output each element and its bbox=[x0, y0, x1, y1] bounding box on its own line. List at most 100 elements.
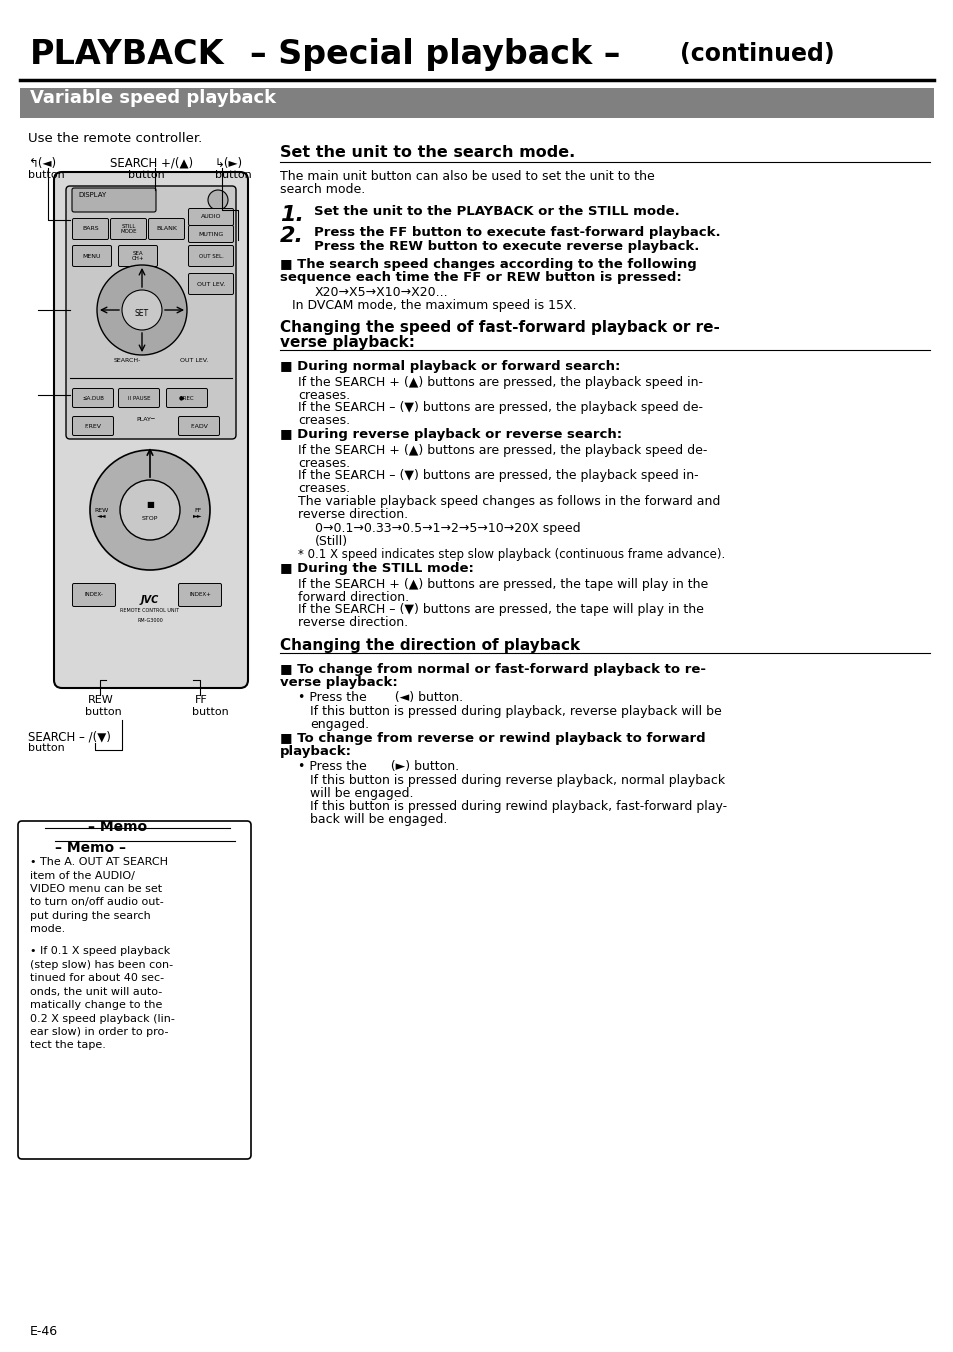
Text: In DVCAM mode, the maximum speed is 15X.: In DVCAM mode, the maximum speed is 15X. bbox=[292, 299, 576, 312]
FancyBboxPatch shape bbox=[72, 584, 115, 607]
Text: creases.: creases. bbox=[297, 457, 350, 470]
Text: SEARCH-: SEARCH- bbox=[113, 358, 141, 362]
Text: button: button bbox=[28, 170, 65, 180]
Text: REW
◄◄: REW ◄◄ bbox=[94, 507, 109, 518]
Text: VIDEO menu can be set: VIDEO menu can be set bbox=[30, 884, 162, 894]
Text: * 0.1 X speed indicates step slow playback (continuous frame advance).: * 0.1 X speed indicates step slow playba… bbox=[297, 548, 724, 561]
Text: (continued): (continued) bbox=[679, 42, 834, 66]
Text: ↰(◄): ↰(◄) bbox=[28, 157, 56, 170]
Text: OUT SEL.: OUT SEL. bbox=[198, 254, 223, 258]
Text: If the SEARCH + (▲) buttons are pressed, the playback speed in-: If the SEARCH + (▲) buttons are pressed,… bbox=[297, 376, 702, 389]
Text: AUDIO: AUDIO bbox=[200, 215, 221, 219]
Circle shape bbox=[97, 265, 187, 356]
Text: Set the unit to the search mode.: Set the unit to the search mode. bbox=[280, 145, 575, 160]
FancyBboxPatch shape bbox=[72, 219, 109, 239]
FancyBboxPatch shape bbox=[178, 584, 221, 607]
FancyBboxPatch shape bbox=[189, 208, 233, 226]
FancyBboxPatch shape bbox=[71, 188, 156, 212]
FancyBboxPatch shape bbox=[118, 388, 159, 407]
Text: (Still): (Still) bbox=[314, 535, 348, 548]
Text: SEARCH +/(▲): SEARCH +/(▲) bbox=[110, 157, 193, 170]
Text: Changing the direction of playback: Changing the direction of playback bbox=[280, 638, 579, 653]
Text: button: button bbox=[214, 170, 252, 180]
FancyBboxPatch shape bbox=[118, 246, 157, 266]
Text: F.ADV: F.ADV bbox=[190, 423, 208, 429]
Text: verse playback:: verse playback: bbox=[280, 335, 415, 350]
FancyBboxPatch shape bbox=[189, 226, 233, 242]
Text: REMOTE CONTROL UNIT: REMOTE CONTROL UNIT bbox=[120, 608, 179, 612]
Text: onds, the unit will auto-: onds, the unit will auto- bbox=[30, 987, 162, 996]
Text: back will be engaged.: back will be engaged. bbox=[310, 813, 447, 826]
FancyBboxPatch shape bbox=[111, 219, 147, 239]
Text: reverse direction.: reverse direction. bbox=[297, 508, 408, 521]
Text: If the SEARCH + (▲) buttons are pressed, the tape will play in the: If the SEARCH + (▲) buttons are pressed,… bbox=[297, 579, 707, 591]
Text: X20→X5→X10→X20...: X20→X5→X10→X20... bbox=[314, 287, 448, 299]
FancyBboxPatch shape bbox=[54, 172, 248, 688]
Text: MENU: MENU bbox=[83, 254, 101, 258]
Text: MUTING: MUTING bbox=[198, 231, 223, 237]
Text: DISPLAY: DISPLAY bbox=[78, 192, 106, 197]
Text: E-46: E-46 bbox=[30, 1325, 58, 1338]
Text: OUT LEV.: OUT LEV. bbox=[196, 281, 225, 287]
Text: SEARCH – /(▼): SEARCH – /(▼) bbox=[28, 730, 111, 744]
Text: If the SEARCH – (▼) buttons are pressed, the tape will play in the: If the SEARCH – (▼) buttons are pressed,… bbox=[297, 603, 703, 617]
Text: If the SEARCH – (▼) buttons are pressed, the playback speed in-: If the SEARCH – (▼) buttons are pressed,… bbox=[297, 469, 698, 483]
Text: INDEX-: INDEX- bbox=[85, 592, 103, 598]
Text: ↳(►): ↳(►) bbox=[214, 157, 243, 170]
Text: sequence each time the FF or REW button is pressed:: sequence each time the FF or REW button … bbox=[280, 270, 681, 284]
Text: 2.: 2. bbox=[280, 226, 304, 246]
Text: – Memo –: – Memo – bbox=[55, 841, 126, 854]
Text: to turn on/off audio out-: to turn on/off audio out- bbox=[30, 898, 164, 907]
Text: PLAYBACK: PLAYBACK bbox=[30, 38, 224, 72]
Text: – Special playback –: – Special playback – bbox=[250, 38, 619, 72]
Text: • Press the       (◄) button.: • Press the (◄) button. bbox=[297, 691, 462, 704]
Text: ■ To change from reverse or rewind playback to forward: ■ To change from reverse or rewind playb… bbox=[280, 731, 705, 745]
Text: FF
►►: FF ►► bbox=[193, 507, 203, 518]
Text: tect the tape.: tect the tape. bbox=[30, 1041, 106, 1051]
Text: Changing the speed of fast-forward playback or re-: Changing the speed of fast-forward playb… bbox=[280, 320, 720, 335]
Text: button: button bbox=[28, 744, 65, 753]
Text: creases.: creases. bbox=[297, 483, 350, 495]
Text: ■ During the STILL mode:: ■ During the STILL mode: bbox=[280, 562, 474, 575]
FancyBboxPatch shape bbox=[72, 416, 113, 435]
Text: SEA
CH+: SEA CH+ bbox=[132, 250, 144, 261]
Text: button: button bbox=[128, 170, 165, 180]
Circle shape bbox=[208, 191, 228, 210]
Text: STOP: STOP bbox=[142, 515, 158, 521]
Text: The variable playback speed changes as follows in the forward and: The variable playback speed changes as f… bbox=[297, 495, 720, 508]
Text: engaged.: engaged. bbox=[310, 718, 369, 731]
Text: ■ The search speed changes according to the following: ■ The search speed changes according to … bbox=[280, 258, 696, 270]
Text: ■ During normal playback or forward search:: ■ During normal playback or forward sear… bbox=[280, 360, 619, 373]
Text: Press the REW button to execute reverse playback.: Press the REW button to execute reverse … bbox=[314, 241, 699, 253]
Text: matically change to the: matically change to the bbox=[30, 1000, 162, 1010]
FancyBboxPatch shape bbox=[66, 187, 235, 439]
Text: • The A. OUT AT SEARCH: • The A. OUT AT SEARCH bbox=[30, 857, 168, 867]
Circle shape bbox=[120, 480, 180, 539]
Text: Use the remote controller.: Use the remote controller. bbox=[28, 132, 202, 145]
Text: • Press the      (►) button.: • Press the (►) button. bbox=[297, 760, 458, 773]
Text: tinued for about 40 sec-: tinued for about 40 sec- bbox=[30, 973, 164, 983]
Text: search mode.: search mode. bbox=[280, 183, 365, 196]
Text: PLAY─: PLAY─ bbox=[136, 416, 154, 422]
Text: If the SEARCH – (▼) buttons are pressed, the playback speed de-: If the SEARCH – (▼) buttons are pressed,… bbox=[297, 402, 702, 414]
Text: put during the search: put during the search bbox=[30, 911, 151, 921]
Text: forward direction.: forward direction. bbox=[297, 591, 409, 604]
Text: 0→0.1→0.33→0.5→1→2→5→10→20X speed: 0→0.1→0.33→0.5→1→2→5→10→20X speed bbox=[314, 522, 580, 535]
Text: reverse direction.: reverse direction. bbox=[297, 617, 408, 629]
Text: item of the AUDIO/: item of the AUDIO/ bbox=[30, 871, 134, 880]
Text: ■: ■ bbox=[146, 500, 153, 510]
FancyBboxPatch shape bbox=[72, 388, 113, 407]
Text: creases.: creases. bbox=[297, 414, 350, 427]
Text: Set the unit to the PLAYBACK or the STILL mode.: Set the unit to the PLAYBACK or the STIL… bbox=[314, 206, 679, 218]
Text: creases.: creases. bbox=[297, 389, 350, 402]
Text: If this button is pressed during reverse playback, normal playback: If this button is pressed during reverse… bbox=[310, 773, 724, 787]
Text: ■ During reverse playback or reverse search:: ■ During reverse playback or reverse sea… bbox=[280, 429, 621, 441]
Text: button: button bbox=[85, 707, 122, 717]
Text: INDEX+: INDEX+ bbox=[189, 592, 211, 598]
Text: JVC: JVC bbox=[141, 595, 159, 604]
FancyBboxPatch shape bbox=[167, 388, 208, 407]
Text: REW: REW bbox=[88, 695, 113, 704]
FancyBboxPatch shape bbox=[189, 273, 233, 295]
Text: SET: SET bbox=[134, 308, 149, 318]
FancyBboxPatch shape bbox=[189, 246, 233, 266]
